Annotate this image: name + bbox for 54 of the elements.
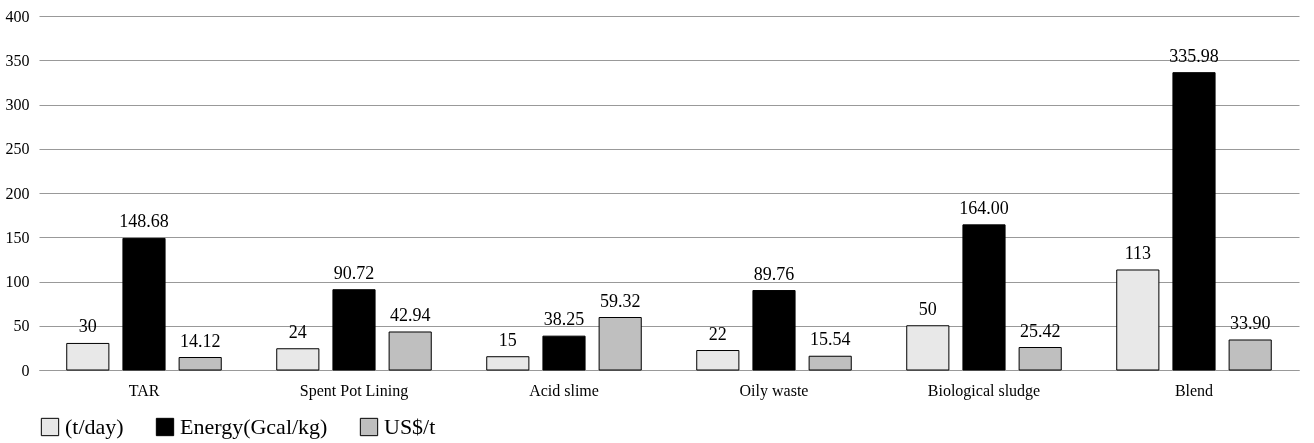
data-label: 50 (918, 298, 937, 319)
bar (332, 289, 376, 371)
data-label: 164.00 (959, 197, 1009, 218)
data-label: 15.54 (809, 329, 851, 350)
y-tick-label: 400 (5, 7, 30, 25)
bar (486, 356, 530, 371)
legend-label: (t/day) (65, 414, 124, 439)
data-label: 42.94 (389, 305, 431, 325)
legend-label: US$/t (384, 414, 436, 439)
x-tick-label: TAR (128, 381, 160, 399)
bar (122, 237, 166, 371)
bar (276, 348, 320, 371)
x-tick-label: Oily waste (739, 381, 809, 400)
x-tick-label: Acid slime (529, 381, 599, 399)
data-label: 24 (288, 321, 307, 342)
data-label: 148.68 (119, 211, 169, 232)
bar (1172, 72, 1216, 371)
bar (696, 350, 740, 371)
data-label: 30 (78, 316, 97, 337)
bar (388, 331, 432, 371)
data-label: 90.72 (333, 262, 375, 283)
bar (1018, 347, 1062, 371)
y-tick-label: 150 (5, 228, 30, 246)
y-tick-label: 200 (5, 184, 30, 202)
y-tick-label: 350 (5, 51, 30, 69)
bar (598, 317, 642, 371)
bar (1228, 339, 1272, 371)
bar (542, 335, 586, 371)
data-label: 22 (708, 323, 727, 344)
x-tick-label: Spent Pot Lining (299, 381, 409, 400)
data-label: 38.25 (543, 309, 585, 330)
x-tick-label: Blend (1174, 381, 1214, 399)
x-tick-label: Biological sludge (927, 381, 1041, 400)
bar (752, 290, 796, 371)
legend-label: Energy(Gcal/kg) (180, 414, 328, 439)
data-label: 33.90 (1229, 313, 1271, 333)
data-label: 113 (1124, 242, 1151, 263)
bar (66, 342, 110, 371)
data-label: 59.32 (599, 290, 641, 311)
bar (808, 355, 852, 371)
data-label: 25.42 (1019, 320, 1061, 341)
y-tick-label: 50 (13, 317, 30, 335)
data-label: 14.12 (179, 330, 221, 351)
y-tick-label: 100 (5, 273, 30, 290)
y-tick-label: 250 (5, 140, 30, 158)
data-label: 89.76 (753, 263, 795, 284)
y-tick-label: 0 (21, 361, 30, 379)
y-tick-label: 300 (5, 96, 30, 113)
data-label: 335.98 (1169, 45, 1219, 66)
bar (962, 224, 1006, 371)
bar (1116, 269, 1160, 371)
data-label: 15 (498, 329, 517, 350)
bar (906, 325, 950, 371)
bar (178, 357, 222, 371)
